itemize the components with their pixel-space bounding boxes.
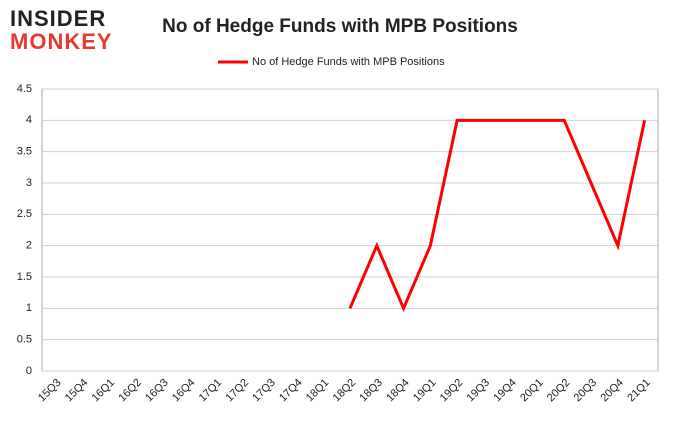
legend-label: No of Hedge Funds with MPB Positions <box>252 56 445 68</box>
x-tick-label: 17Q1 <box>197 377 225 405</box>
y-tick-label: 4 <box>26 114 32 126</box>
plot-area <box>41 88 659 372</box>
x-tick-label: 19Q3 <box>465 377 493 405</box>
x-tick-label: 20Q2 <box>545 377 573 405</box>
x-tick-label: 16Q3 <box>143 377 171 405</box>
x-tick-label: 18Q1 <box>304 377 332 405</box>
y-tick-label: 2.5 <box>17 208 32 220</box>
x-tick-label: 18Q3 <box>357 377 385 405</box>
x-tick-label: 20Q1 <box>518 377 546 405</box>
x-tick-label: 16Q1 <box>90 377 118 405</box>
x-tick-label: 18Q2 <box>331 377 359 405</box>
y-tick-label: 2 <box>26 240 32 252</box>
x-tick-label: 15Q3 <box>36 377 64 405</box>
x-tick-label: 19Q1 <box>411 377 439 405</box>
x-tick-label: 18Q4 <box>384 377 412 405</box>
y-tick-label: 1 <box>26 302 32 314</box>
y-tick-label: 3 <box>26 177 32 189</box>
x-tick-label: 20Q3 <box>572 377 600 405</box>
logo-line1: INSIDER <box>10 6 106 31</box>
x-tick-label: 17Q4 <box>277 377 305 405</box>
y-tick-label: 4.5 <box>17 83 32 95</box>
y-tick-label: 1.5 <box>17 271 32 283</box>
x-tick-label: 17Q3 <box>250 377 278 405</box>
x-tick-label: 16Q4 <box>170 377 198 405</box>
x-tick-label: 20Q4 <box>598 377 626 405</box>
chart-title: No of Hedge Funds with MPB Positions <box>162 16 518 37</box>
x-tick-label: 16Q2 <box>116 377 144 405</box>
x-tick-label: 17Q2 <box>224 377 252 405</box>
y-tick-label: 0 <box>26 365 32 377</box>
logo-line2: MONKEY <box>10 29 113 54</box>
x-tick-label: 19Q4 <box>491 377 519 405</box>
data-line <box>348 118 647 313</box>
y-tick-label: 3.5 <box>17 146 32 158</box>
y-tick-label: 0.5 <box>17 334 32 346</box>
x-tick-label: 15Q4 <box>63 377 91 405</box>
x-tick-label: 21Q1 <box>625 377 653 405</box>
x-tick-label: 19Q2 <box>438 377 466 405</box>
